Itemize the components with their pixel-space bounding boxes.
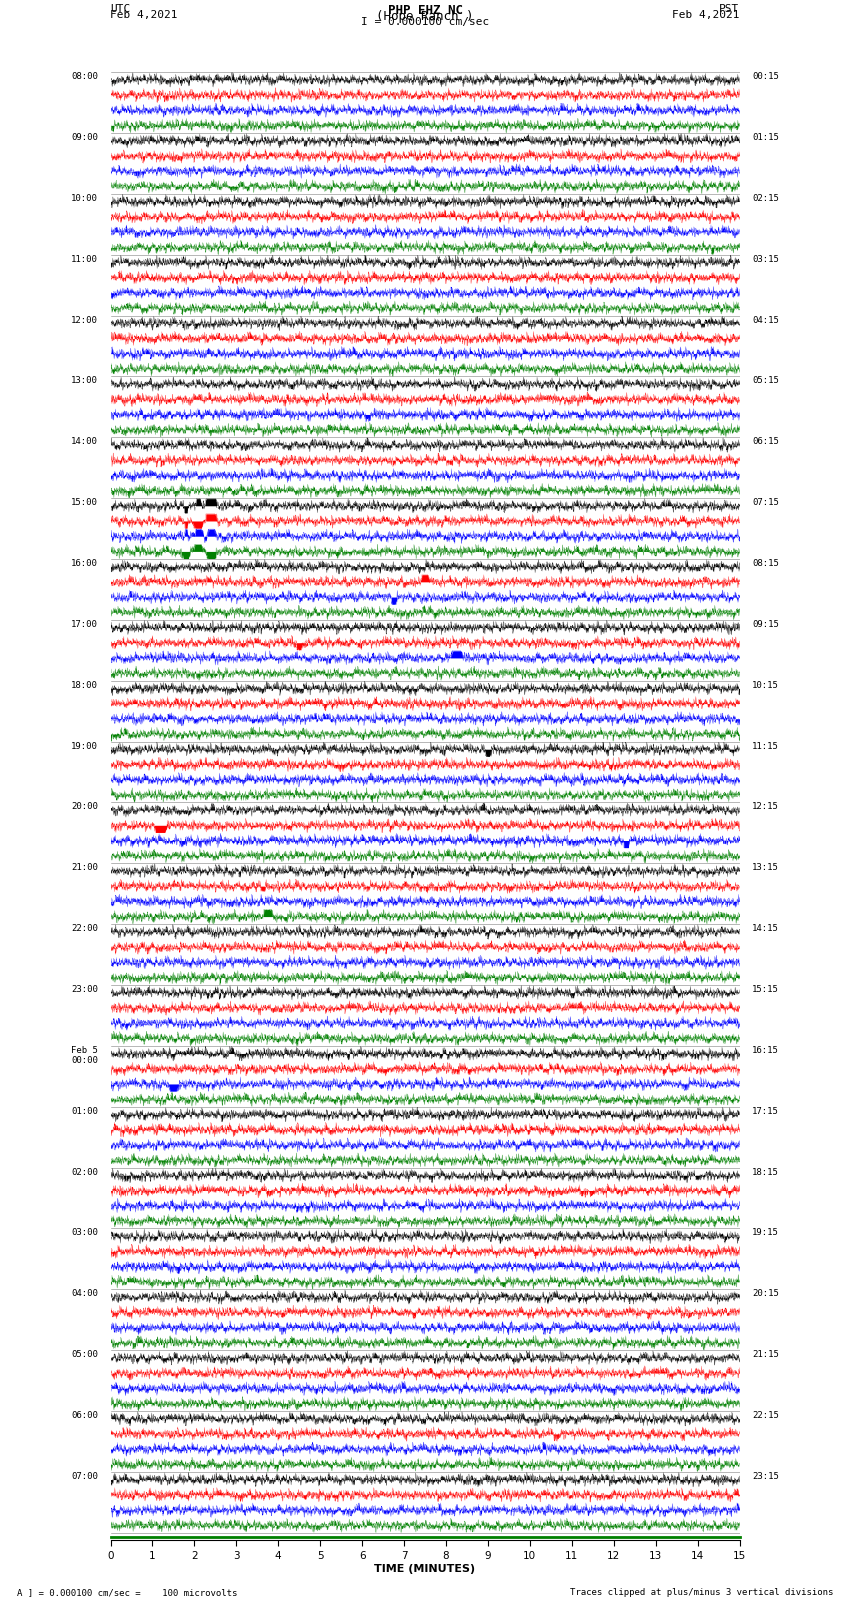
Text: 20:00: 20:00	[71, 803, 98, 811]
Text: 21:15: 21:15	[752, 1350, 779, 1360]
X-axis label: TIME (MINUTES): TIME (MINUTES)	[375, 1563, 475, 1574]
Text: 02:00: 02:00	[71, 1168, 98, 1176]
Text: 16:00: 16:00	[71, 560, 98, 568]
Text: UTC: UTC	[110, 5, 131, 15]
Text: PST: PST	[719, 5, 740, 15]
Text: 05:15: 05:15	[752, 376, 779, 386]
Text: Feb 5
00:00: Feb 5 00:00	[71, 1045, 98, 1065]
Text: PHP EHZ NC: PHP EHZ NC	[388, 5, 462, 18]
Text: 07:15: 07:15	[752, 498, 779, 506]
Text: 14:00: 14:00	[71, 437, 98, 447]
Text: 14:15: 14:15	[752, 924, 779, 934]
Text: 13:00: 13:00	[71, 376, 98, 386]
Text: 03:00: 03:00	[71, 1229, 98, 1237]
Text: Feb 4,2021: Feb 4,2021	[110, 11, 178, 21]
Text: 08:15: 08:15	[752, 560, 779, 568]
Text: 23:00: 23:00	[71, 986, 98, 994]
Text: 09:00: 09:00	[71, 132, 98, 142]
Text: 12:15: 12:15	[752, 803, 779, 811]
Text: 05:00: 05:00	[71, 1350, 98, 1360]
Text: 12:00: 12:00	[71, 316, 98, 324]
Text: Traces clipped at plus/minus 3 vertical divisions: Traces clipped at plus/minus 3 vertical …	[570, 1587, 833, 1597]
Text: 03:15: 03:15	[752, 255, 779, 263]
Text: 08:00: 08:00	[71, 73, 98, 81]
Text: 10:15: 10:15	[752, 681, 779, 690]
Text: 04:15: 04:15	[752, 316, 779, 324]
Text: 22:15: 22:15	[752, 1411, 779, 1419]
Text: 18:15: 18:15	[752, 1168, 779, 1176]
Text: 22:00: 22:00	[71, 924, 98, 934]
Text: 18:00: 18:00	[71, 681, 98, 690]
Text: 17:00: 17:00	[71, 619, 98, 629]
Text: 10:00: 10:00	[71, 194, 98, 203]
Text: 02:15: 02:15	[752, 194, 779, 203]
Text: 19:00: 19:00	[71, 742, 98, 750]
Text: 19:15: 19:15	[752, 1229, 779, 1237]
Text: A ] = 0.000100 cm/sec =    100 microvolts: A ] = 0.000100 cm/sec = 100 microvolts	[17, 1587, 237, 1597]
Text: 07:00: 07:00	[71, 1473, 98, 1481]
Text: 01:15: 01:15	[752, 132, 779, 142]
Text: 06:00: 06:00	[71, 1411, 98, 1419]
Text: 06:15: 06:15	[752, 437, 779, 447]
Text: 15:15: 15:15	[752, 986, 779, 994]
Text: 11:15: 11:15	[752, 742, 779, 750]
Text: 13:15: 13:15	[752, 863, 779, 873]
Text: 15:00: 15:00	[71, 498, 98, 506]
Text: 17:15: 17:15	[752, 1107, 779, 1116]
Text: I = 0.000100 cm/sec: I = 0.000100 cm/sec	[361, 18, 489, 27]
Text: 00:15: 00:15	[752, 73, 779, 81]
Text: 09:15: 09:15	[752, 619, 779, 629]
Text: 21:00: 21:00	[71, 863, 98, 873]
Text: (Hope Ranch ): (Hope Ranch )	[377, 11, 473, 24]
Text: 16:15: 16:15	[752, 1045, 779, 1055]
Text: 04:00: 04:00	[71, 1289, 98, 1298]
Text: Feb 4,2021: Feb 4,2021	[672, 11, 740, 21]
Text: 11:00: 11:00	[71, 255, 98, 263]
Text: 23:15: 23:15	[752, 1473, 779, 1481]
Text: 01:00: 01:00	[71, 1107, 98, 1116]
Text: 20:15: 20:15	[752, 1289, 779, 1298]
